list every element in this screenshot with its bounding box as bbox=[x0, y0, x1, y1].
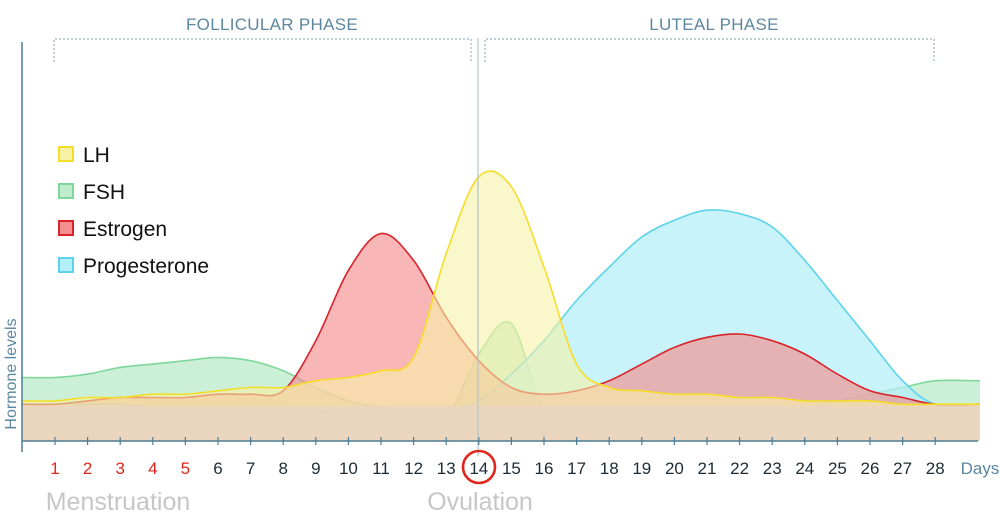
legend-item-progesterone: Progesterone bbox=[58, 255, 209, 278]
x-tick-label-18: 18 bbox=[600, 459, 619, 478]
legend: LH FSH Estrogen Progesterone bbox=[58, 144, 209, 278]
menstruation-annotation: Menstruation bbox=[46, 488, 191, 514]
x-tick-label-27: 27 bbox=[893, 459, 912, 478]
ovulation-day-circle bbox=[461, 449, 497, 485]
x-tick-label-11: 11 bbox=[372, 459, 390, 478]
y-axis-label: Hormone levels bbox=[3, 318, 20, 429]
luteal-phase-bracket bbox=[484, 38, 935, 62]
x-tick-label-14: 14 bbox=[469, 459, 488, 478]
x-axis-label: Days bbox=[961, 459, 1000, 478]
phase-brackets: FOLLICULAR PHASE LUTEAL PHASE bbox=[53, 15, 935, 62]
legend-label-progesterone: Progesterone bbox=[83, 255, 209, 278]
x-tick-label-19: 19 bbox=[632, 459, 651, 478]
lh-area bbox=[22, 171, 980, 441]
x-tick-label-4: 4 bbox=[148, 459, 157, 478]
axes: Hormone levels Days bbox=[3, 42, 999, 478]
x-tick-label-5: 5 bbox=[181, 459, 190, 478]
ovulation-annotation: Ovulation bbox=[427, 488, 533, 514]
estrogen-swatch bbox=[58, 220, 74, 236]
baseline-band bbox=[22, 405, 980, 441]
x-tick-label-3: 3 bbox=[115, 459, 124, 478]
x-tick-label-6: 6 bbox=[213, 459, 222, 478]
x-tick-label-25: 25 bbox=[828, 459, 847, 478]
legend-label-lh: LH bbox=[83, 144, 110, 167]
x-tick-label-8: 8 bbox=[278, 459, 287, 478]
legend-item-estrogen: Estrogen bbox=[58, 218, 167, 241]
legend-label-estrogen: Estrogen bbox=[83, 218, 167, 241]
progesterone-swatch bbox=[58, 257, 74, 273]
lh-swatch bbox=[58, 146, 74, 162]
x-tick-label-17: 17 bbox=[567, 459, 586, 478]
x-tick-label-13: 13 bbox=[437, 459, 456, 478]
estrogen-area bbox=[22, 233, 980, 441]
x-tick-label-2: 2 bbox=[83, 459, 92, 478]
lh-line bbox=[22, 170, 980, 406]
x-tick-label-10: 10 bbox=[339, 459, 358, 478]
x-tick-label-22: 22 bbox=[730, 459, 749, 478]
fsh-swatch bbox=[58, 183, 74, 199]
x-tick-label-1: 1 bbox=[50, 459, 59, 478]
follicular-phase-label: FOLLICULAR PHASE bbox=[186, 15, 358, 34]
x-tick-label-15: 15 bbox=[502, 459, 521, 478]
x-tick-label-9: 9 bbox=[311, 459, 320, 478]
legend-item-lh: LH bbox=[58, 144, 110, 167]
x-tick-label-23: 23 bbox=[763, 459, 782, 478]
x-ticks: 1 2 3 4 5 6 7 8 9 10 11 12 13 14 15 16 17 18 19 20 21 22 23 24 2… bbox=[50, 437, 945, 478]
legend-item-fsh: FSH bbox=[58, 181, 125, 204]
x-tick-label-24: 24 bbox=[795, 459, 814, 478]
x-tick-label-12: 12 bbox=[404, 459, 423, 478]
x-tick-label-20: 20 bbox=[665, 459, 684, 478]
x-tick-label-26: 26 bbox=[861, 459, 880, 478]
legend-label-fsh: FSH bbox=[83, 181, 125, 204]
x-tick-label-28: 28 bbox=[926, 459, 945, 478]
follicular-phase-bracket bbox=[53, 38, 472, 62]
x-tick-label-7: 7 bbox=[246, 459, 255, 478]
plot-areas bbox=[22, 170, 981, 441]
x-tick-label-16: 16 bbox=[535, 459, 554, 478]
luteal-phase-label: LUTEAL PHASE bbox=[649, 15, 779, 34]
x-tick-label-21: 21 bbox=[698, 459, 717, 478]
